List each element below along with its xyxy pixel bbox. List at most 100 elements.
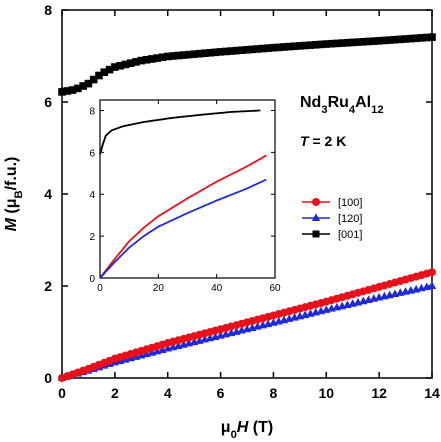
data-point xyxy=(296,42,304,50)
data-point xyxy=(354,38,362,46)
data-point xyxy=(68,86,77,94)
data-point xyxy=(243,45,251,54)
legend-item: [120] xyxy=(302,213,362,225)
x-tick-label: 10 xyxy=(318,385,334,401)
data-point xyxy=(158,53,167,62)
data-point xyxy=(274,43,283,52)
inset-series-line xyxy=(99,178,267,279)
data-point xyxy=(380,36,389,45)
legend-marker xyxy=(312,230,320,238)
data-point xyxy=(348,38,357,47)
data-point xyxy=(317,40,325,49)
series-square xyxy=(58,33,436,96)
data-point xyxy=(63,87,72,95)
data-point xyxy=(142,55,151,64)
data-point xyxy=(322,40,331,48)
data-point xyxy=(116,61,124,70)
data-point xyxy=(253,45,262,53)
x-tick-label: 0 xyxy=(58,385,66,401)
inset-x-tick-label: 20 xyxy=(153,283,165,294)
legend-marker xyxy=(312,198,320,206)
inset-series-line xyxy=(99,154,267,279)
data-point xyxy=(185,50,193,59)
data-point xyxy=(343,38,352,47)
inset-x-tick-label: 0 xyxy=(97,283,103,294)
inset-y-tick-label: 6 xyxy=(89,148,95,159)
data-point xyxy=(79,82,87,90)
data-point xyxy=(422,33,431,42)
data-point xyxy=(417,34,426,42)
series-circle xyxy=(58,268,436,382)
data-point xyxy=(311,40,320,49)
data-point xyxy=(264,44,272,52)
legend-item: [100] xyxy=(302,197,362,209)
main-plot: 0 2 4 6 8 10 12 14 0 2 4 6 8 μ0H (T) M (μB/f.u.) xyxy=(3,2,440,441)
data-point xyxy=(248,45,257,54)
data-point xyxy=(216,48,225,56)
data-point xyxy=(259,44,267,53)
data-point xyxy=(100,68,109,76)
y-tick-label: 0 xyxy=(44,370,52,386)
data-point xyxy=(396,35,405,44)
data-point xyxy=(306,41,315,49)
y-tick-label: 2 xyxy=(44,278,52,294)
data-point xyxy=(200,49,209,58)
data-point xyxy=(137,56,146,65)
data-point xyxy=(375,37,383,45)
data-point xyxy=(333,39,341,48)
data-point xyxy=(179,51,188,59)
legend-label: [100] xyxy=(338,197,362,209)
data-point xyxy=(401,35,410,43)
data-point xyxy=(206,48,214,57)
data-point xyxy=(111,63,119,71)
data-point xyxy=(163,52,172,61)
legend-marker xyxy=(311,213,321,221)
data-point xyxy=(359,37,368,46)
inset-y-tick-label: 2 xyxy=(89,232,95,243)
data-point xyxy=(290,42,299,51)
data-point xyxy=(232,46,241,55)
y-axis-label: M (μB/f.u.) xyxy=(3,157,25,232)
data-point xyxy=(370,37,378,45)
inset-y-tick-label: 8 xyxy=(89,106,95,117)
inset-x-tick-label: 60 xyxy=(269,283,281,294)
y-tick-label: 8 xyxy=(44,2,52,18)
data-point xyxy=(89,75,98,84)
inset-x-tick-label: 40 xyxy=(211,283,223,294)
legend: [100] [120] [001] xyxy=(302,197,362,241)
data-point xyxy=(174,51,183,60)
y-tick-label: 4 xyxy=(44,186,52,202)
data-point xyxy=(132,58,140,66)
data-point xyxy=(428,33,436,41)
data-point xyxy=(84,79,93,88)
data-point xyxy=(285,42,294,51)
x-tick-label: 14 xyxy=(424,385,440,401)
data-point xyxy=(105,65,114,74)
inset-y-tick-label: 0 xyxy=(89,274,95,285)
data-point xyxy=(169,52,177,60)
data-point xyxy=(237,46,246,55)
data-point xyxy=(74,84,82,93)
data-point xyxy=(301,41,309,50)
legend-label: [120] xyxy=(338,213,362,225)
data-point xyxy=(428,268,436,277)
x-tick-label: 2 xyxy=(111,385,119,401)
inset-y-tick-label: 4 xyxy=(89,190,95,201)
data-point xyxy=(364,37,373,46)
data-point xyxy=(407,34,415,43)
series-triangle xyxy=(57,281,437,381)
x-tick-label: 4 xyxy=(164,385,172,401)
data-point xyxy=(391,35,399,44)
data-point xyxy=(227,47,235,55)
legend-item: [001] xyxy=(302,229,362,241)
data-point xyxy=(211,48,220,57)
data-point xyxy=(269,43,278,52)
data-point xyxy=(412,34,420,43)
x-tick-label: 6 xyxy=(217,385,225,401)
temperature-label: T = 2 K xyxy=(300,133,346,149)
data-point xyxy=(427,281,437,289)
inset-plot: 0 20 40 60 0 2 4 6 8 xyxy=(89,99,281,294)
data-point xyxy=(195,49,204,58)
data-point xyxy=(222,47,230,56)
